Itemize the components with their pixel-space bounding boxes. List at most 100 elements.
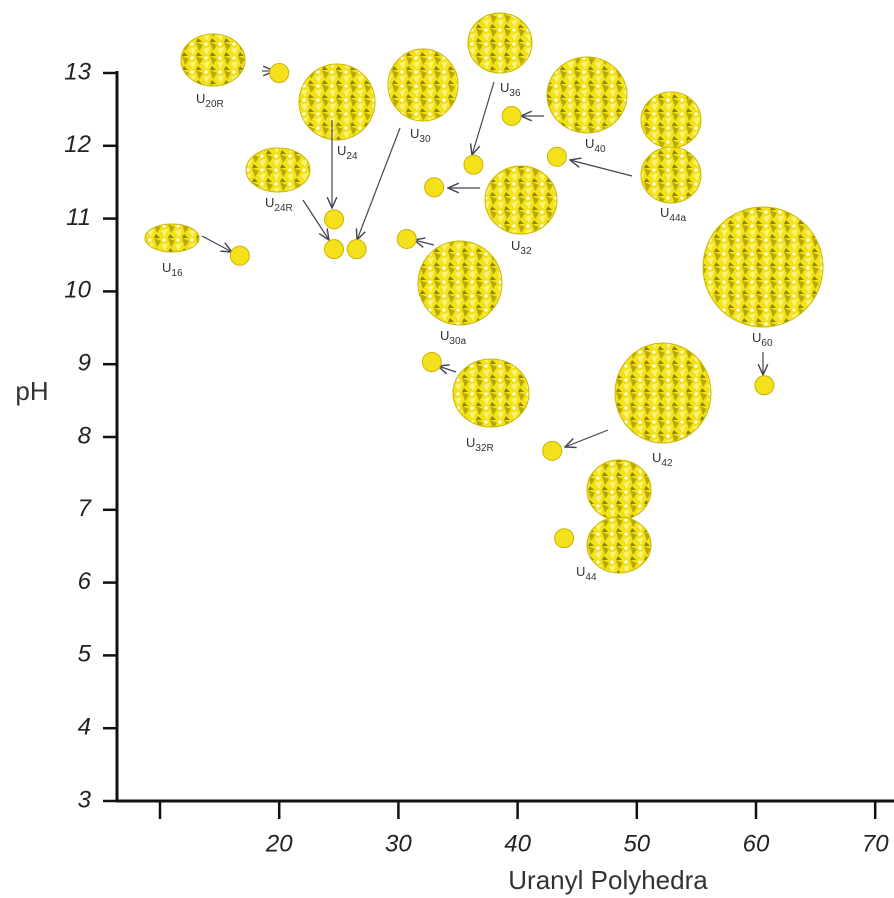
- arrow: [472, 81, 495, 155]
- point: [554, 528, 575, 549]
- arrow: [201, 235, 232, 252]
- label-text: U: [585, 136, 594, 151]
- y-tick-label: 10: [64, 277, 91, 304]
- x-tick-label: 60: [743, 830, 770, 857]
- label-subscript: 30: [419, 134, 431, 145]
- polyhedron: [640, 146, 702, 204]
- polyhedron: [298, 63, 376, 141]
- label-text: U: [652, 450, 661, 465]
- point-label: U16: [162, 260, 183, 279]
- point: [421, 352, 442, 373]
- polyhedron: [586, 459, 652, 521]
- point: [229, 245, 250, 266]
- label-text: U: [576, 564, 585, 579]
- arrow: [438, 366, 457, 372]
- y-tick-label: 3: [78, 786, 92, 813]
- y-tick-label: 8: [78, 422, 92, 449]
- label-text: U: [410, 126, 419, 141]
- label-text: U: [511, 238, 520, 253]
- point: [396, 228, 417, 249]
- point-label: U60: [752, 330, 773, 349]
- point: [346, 239, 367, 260]
- point-label: U30a: [440, 328, 467, 347]
- point-label: U24R: [265, 195, 293, 214]
- label-subscript: 44a: [669, 213, 686, 224]
- label-text: U: [265, 195, 274, 210]
- polyhedron: [586, 516, 652, 574]
- label-text: U: [500, 80, 509, 95]
- y-tick-label: 6: [78, 568, 92, 595]
- point: [501, 105, 522, 126]
- label-subscript: 42: [661, 458, 673, 469]
- label-subscript: 60: [761, 338, 773, 349]
- x-tick-label: 20: [265, 830, 293, 857]
- y-tick-label: 11: [66, 204, 91, 231]
- x-tick-label: 50: [623, 830, 650, 857]
- label-text: U: [660, 205, 669, 220]
- label-text: U: [466, 435, 475, 450]
- label-subscript: 24R: [274, 203, 292, 214]
- arrow: [570, 160, 633, 177]
- polyhedron: [484, 165, 558, 235]
- y-tick-label: 12: [64, 131, 91, 158]
- point: [542, 440, 563, 461]
- point-label: U20R: [196, 91, 224, 110]
- polyhedron: [546, 56, 628, 134]
- arrow: [302, 199, 329, 240]
- label-subscript: 30a: [449, 336, 466, 347]
- polyhedron: [144, 223, 200, 253]
- label-text: U: [162, 260, 171, 275]
- label-subscript: 40: [594, 144, 606, 155]
- point: [546, 146, 567, 167]
- polyhedron: [417, 240, 503, 326]
- label-subscript: 36: [509, 88, 521, 99]
- polyhedron: [452, 358, 530, 428]
- y-tick-label: 13: [64, 58, 91, 85]
- point: [463, 154, 484, 175]
- polyhedron: [180, 33, 246, 87]
- point-label: U32R: [466, 435, 494, 454]
- point: [324, 239, 345, 260]
- point-label: U40: [585, 136, 606, 155]
- polyhedron: [467, 12, 533, 74]
- point: [754, 375, 775, 396]
- polyhedron: [702, 206, 824, 328]
- y-axis-label: pH: [15, 376, 48, 406]
- arrow: [357, 127, 401, 240]
- x-tick-label: 40: [504, 830, 531, 857]
- point-label: U44a: [660, 205, 687, 224]
- point-label: U44: [576, 564, 597, 583]
- x-tick-label: 30: [385, 830, 412, 857]
- label-text: U: [196, 91, 205, 106]
- point: [269, 63, 290, 83]
- label-subscript: 44: [585, 572, 597, 583]
- polyhedron: [614, 342, 712, 444]
- label-subscript: 24: [346, 151, 358, 162]
- x-axis-label: Uranyl Polyhedra: [508, 865, 708, 895]
- point-label: U42: [652, 450, 673, 469]
- point-label: U30: [410, 126, 431, 145]
- label-text: U: [440, 328, 449, 343]
- label-text: U: [337, 143, 346, 158]
- polyhedron: [387, 48, 459, 122]
- polyhedron: [245, 147, 311, 193]
- x-tick-label: 70: [862, 830, 889, 857]
- point-label: U32: [511, 238, 532, 257]
- polyhedron: [640, 91, 702, 149]
- label-subscript: 20R: [205, 99, 223, 110]
- y-tick-label: 7: [78, 495, 93, 522]
- label-subscript: 16: [171, 268, 183, 279]
- point-label: U24: [337, 143, 358, 162]
- arrow: [414, 240, 435, 245]
- point-label: U36: [500, 80, 521, 99]
- label-subscript: 32R: [475, 443, 493, 454]
- point: [424, 177, 445, 198]
- point: [324, 209, 345, 230]
- y-tick-label: 4: [78, 714, 91, 741]
- label-text: U: [752, 330, 761, 345]
- y-tick-label: 5: [78, 641, 92, 668]
- y-tick-label: 9: [78, 350, 91, 377]
- label-subscript: 32: [520, 246, 532, 257]
- polyhedra: [144, 12, 824, 574]
